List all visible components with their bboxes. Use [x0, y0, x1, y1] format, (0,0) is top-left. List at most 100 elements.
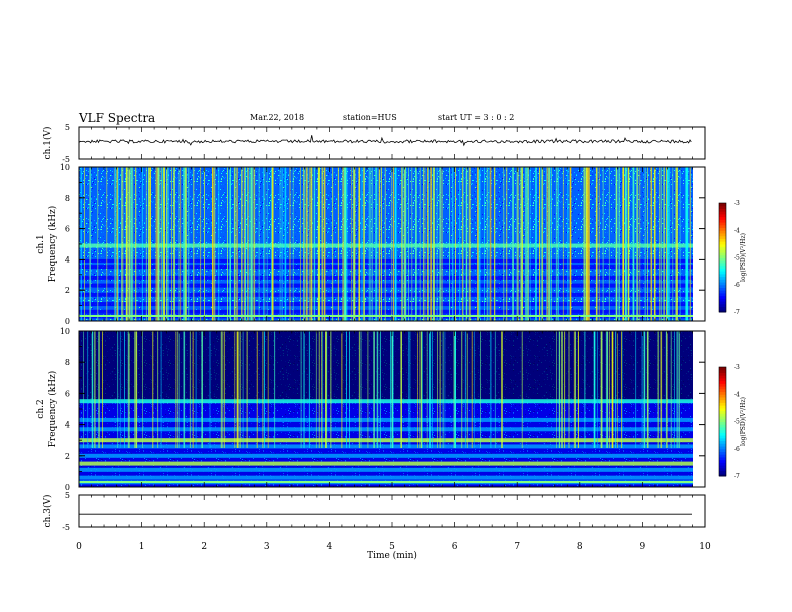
colorbar-cell [719, 257, 726, 261]
start-time-label: start UT = 3 : 0 : 2 [438, 113, 515, 122]
sferic-streak [157, 167, 158, 321]
sferic-streak [267, 331, 269, 448]
y-tick-label: 6 [65, 389, 70, 398]
sferic-streak [522, 167, 523, 321]
y-tick-label: 2 [65, 452, 70, 461]
colorbar-cell [719, 399, 726, 403]
sferic-streak [363, 167, 365, 321]
sferic-streak [167, 167, 169, 321]
sferic-streak [185, 167, 187, 321]
y-tick-label: 5 [65, 123, 70, 132]
sferic-streak [102, 331, 103, 448]
sferic-streak [494, 331, 496, 448]
colorbar-cell [719, 369, 726, 373]
sferic-streak [262, 331, 264, 448]
colorbar-cell [719, 443, 726, 447]
sferic-streak [585, 167, 587, 321]
sferic-streak [155, 167, 158, 321]
colorbar-cell [719, 465, 726, 469]
sferic-streak [471, 331, 473, 448]
sferic-streak [122, 167, 124, 321]
sferic-streak [307, 167, 309, 321]
panel-2 [78, 166, 727, 322]
sferic-streak [230, 167, 231, 321]
sferic-streak [489, 167, 492, 321]
station-label: station=HUS [343, 113, 397, 122]
sferic-streak [526, 167, 528, 321]
sferic-streak [404, 167, 407, 321]
colorbar-cell [719, 372, 726, 376]
frequency-band [79, 417, 693, 422]
sferic-streak [555, 167, 557, 321]
sferic-streak [243, 167, 245, 321]
colorbar-cell [719, 426, 726, 431]
sferic-streak [593, 331, 596, 448]
sferic-streak [391, 167, 393, 321]
colorbar-cell [719, 380, 726, 384]
sferic-streak [266, 167, 268, 321]
sferic-streak [193, 167, 195, 321]
sferic-streak [253, 167, 255, 321]
sferic-streak [588, 167, 590, 321]
colorbar-cell [719, 303, 726, 308]
sferic-streak [462, 167, 464, 321]
frequency-band [79, 283, 693, 288]
sferic-streak [376, 331, 378, 448]
sferic-streak [562, 167, 564, 321]
colorbar-cell [719, 462, 726, 466]
colorbar-cell [719, 446, 726, 450]
panel-4 [78, 494, 706, 528]
colorbar-cell [719, 467, 726, 472]
sferic-streak [427, 167, 428, 321]
y-tick-label: 10 [60, 163, 70, 172]
frequency-band [79, 475, 693, 480]
sferic-streak [317, 167, 320, 321]
sferic-streak [173, 167, 175, 321]
sferic-streak [114, 167, 116, 321]
sferic-streak [370, 167, 372, 321]
sferic-streak [584, 331, 586, 448]
sferic-streak [535, 167, 537, 321]
sferic-streak [310, 167, 313, 321]
colorbar-frame [718, 202, 727, 313]
sferic-streak [669, 167, 671, 321]
sferic-streak [178, 167, 180, 321]
sferic-streak [558, 167, 559, 321]
sferic-streak [465, 167, 467, 321]
sferic-streak [264, 167, 266, 321]
colorbar-cell [719, 284, 726, 288]
sferic-streak [358, 167, 361, 321]
sferic-streak [437, 331, 438, 448]
colorbar-cell [719, 268, 726, 272]
sferic-streak [227, 167, 228, 321]
x-tick-label: 1 [139, 542, 145, 552]
frequency-band [79, 275, 693, 280]
sferic-streak [171, 167, 172, 321]
colorbar-cell [719, 262, 726, 267]
sferic-streak [245, 167, 246, 321]
y-tick-label: 2 [65, 286, 70, 295]
sferic-streak [239, 331, 241, 448]
sferic-streak [521, 331, 523, 448]
colorbar-tick-label: -4 [734, 227, 740, 234]
sferic-streak [494, 167, 496, 321]
sferic-streak [539, 167, 540, 321]
sferic-streak [360, 331, 362, 448]
sferic-streak [464, 331, 466, 448]
sferic-streak [183, 331, 186, 448]
sferic-streak [408, 167, 409, 321]
sferic-streak [185, 167, 187, 321]
colorbar-cell [719, 418, 726, 422]
sferic-streak [439, 331, 441, 448]
sferic-streak [377, 331, 379, 448]
y-tick-label: 4 [65, 421, 70, 430]
sferic-streak [573, 331, 575, 448]
frequency-band [79, 467, 693, 472]
sferic-streak [615, 331, 616, 448]
colorbar-cell [719, 260, 726, 264]
sferic-streak [180, 167, 182, 321]
sferic-streak [160, 331, 162, 448]
sferic-streak [568, 331, 570, 448]
colorbar-cell [719, 271, 726, 275]
